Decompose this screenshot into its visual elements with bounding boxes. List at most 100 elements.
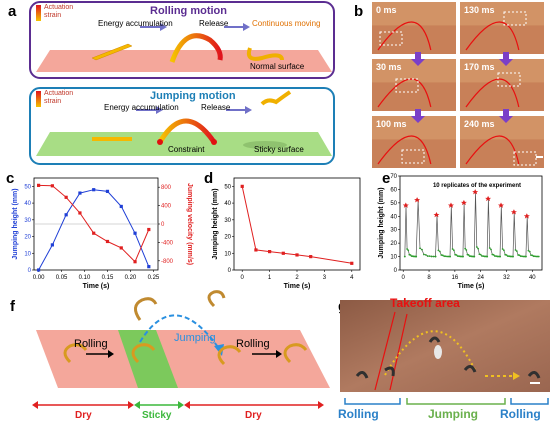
y-axis-label: Jumping height (mm) xyxy=(212,188,219,259)
trace-point xyxy=(490,248,492,251)
trace-point xyxy=(496,255,499,258)
x-tick-label: 0.15 xyxy=(102,275,114,281)
velocity-point xyxy=(78,211,82,215)
y-tick-label: 0 xyxy=(228,268,232,274)
panel-label-a: a xyxy=(8,3,17,20)
velocity-point xyxy=(147,227,151,232)
chart-c: 0.00 0.05 0.10 0.15 0.20 0.25 0 10 20 30 40 50 Time … xyxy=(12,177,193,290)
rolling-title: Rolling motion xyxy=(150,5,227,17)
trace-point xyxy=(535,255,538,258)
rolling-energy: Energy accumulation xyxy=(98,19,173,28)
y-right-tick-label: -400 xyxy=(161,240,174,246)
height-point xyxy=(105,189,110,193)
trace-point xyxy=(479,253,482,256)
x-tick-label: 0 xyxy=(241,275,245,281)
y-axis-label: Jumping height (mm) xyxy=(12,188,19,259)
trace-point xyxy=(483,255,486,258)
height-point xyxy=(78,191,82,195)
panel-f-illustration xyxy=(32,290,330,409)
velocity-point xyxy=(50,184,54,188)
trace-point xyxy=(505,254,508,256)
height-point xyxy=(309,255,313,259)
x-tick-label: 16 xyxy=(452,275,459,281)
x-tick-label: 24 xyxy=(477,275,484,281)
peak-marker xyxy=(460,199,467,206)
panel-label-d: d xyxy=(204,170,214,187)
trace-point xyxy=(531,254,534,257)
height-point xyxy=(50,243,54,247)
x-axis-label: Time (s) xyxy=(284,283,311,290)
x-tick-label: 4 xyxy=(350,275,354,281)
trace-point xyxy=(497,255,500,258)
trace-point xyxy=(467,254,470,256)
f-rolling-2: Rolling xyxy=(236,338,270,350)
trace-point xyxy=(512,255,514,258)
x-tick-label: 0.05 xyxy=(56,275,68,281)
f-sticky: Sticky xyxy=(142,410,172,421)
y-right-tick-label: 0 xyxy=(161,222,165,228)
trace-point xyxy=(462,255,464,258)
velocity-point xyxy=(133,260,137,264)
trace-point xyxy=(475,246,478,248)
y-tick-label: 20 xyxy=(224,235,231,241)
f-rolling-1: Rolling xyxy=(74,338,108,350)
y-tick-label: 60 xyxy=(390,187,397,193)
trace-point xyxy=(460,255,463,258)
chart-e: 0 8 16 24 32 40 0 10 20 30 40 50 60 70 Time (s) Jumping… xyxy=(378,174,543,290)
x-tick-label: 2 xyxy=(295,275,299,281)
peak-marker xyxy=(523,213,530,219)
rolling-surface-label: Normal surface xyxy=(250,62,305,71)
y-tick-label: 30 xyxy=(24,218,31,224)
trace-point xyxy=(527,249,530,252)
trace-point xyxy=(501,248,504,250)
trace-point xyxy=(493,255,496,257)
trace-point xyxy=(426,255,429,257)
jumping-legend-label: Actuation strain xyxy=(44,90,74,105)
x-tick-label: 3 xyxy=(323,275,327,281)
trace-line xyxy=(404,192,539,257)
y-tick-label: 20 xyxy=(24,235,31,241)
g-takeoff-label: Takeoff area xyxy=(390,296,460,310)
jumping-release: Release xyxy=(201,103,231,112)
trace-point xyxy=(437,249,440,252)
trace-point xyxy=(424,253,427,256)
panel-a-illustration xyxy=(29,1,335,165)
trace-point xyxy=(443,255,446,258)
y-tick-label: 10 xyxy=(24,251,31,257)
y-right-axis-label: Jumping velocity (mm/s) xyxy=(186,183,193,265)
y-tick-label: 20 xyxy=(390,241,397,247)
y-tick-label: 40 xyxy=(24,201,31,207)
peak-marker xyxy=(472,189,479,195)
trace-point xyxy=(447,255,450,258)
trace-point xyxy=(509,255,512,258)
trace-point xyxy=(440,254,443,256)
trace-point xyxy=(532,255,535,258)
velocity-point xyxy=(36,183,41,187)
y-right-tick-label: -800 xyxy=(161,259,174,265)
trace-point xyxy=(503,249,505,252)
height-point xyxy=(36,268,41,272)
panel-b-frames: 0 ms 130 ms 30 ms 170 ms 100 ms 240 ms xyxy=(372,2,544,168)
trace-point xyxy=(409,254,412,256)
trace-point xyxy=(456,255,459,258)
x-tick-label: 32 xyxy=(503,275,510,281)
sticky-strip xyxy=(118,330,178,388)
rolling-release: Release xyxy=(199,19,229,28)
trace-point xyxy=(419,247,421,250)
trace-point xyxy=(452,249,455,252)
y-tick-label: 70 xyxy=(390,174,397,180)
jumping-constraint: Constraint xyxy=(168,145,205,154)
trace-point xyxy=(449,255,451,258)
y-right-tick-label: 800 xyxy=(161,185,172,191)
velocity-line xyxy=(38,184,150,263)
velocity-point xyxy=(64,195,68,199)
trace-point xyxy=(406,248,408,250)
height-point xyxy=(92,188,96,192)
peak-marker xyxy=(402,202,409,208)
g-jumping: Jumping xyxy=(428,407,478,421)
panel-g-photo xyxy=(340,300,550,405)
trace-point xyxy=(506,255,509,258)
trace-point xyxy=(451,248,454,250)
jumping-energy: Energy accumulation xyxy=(104,103,179,112)
panel-label-f: f xyxy=(10,298,15,315)
